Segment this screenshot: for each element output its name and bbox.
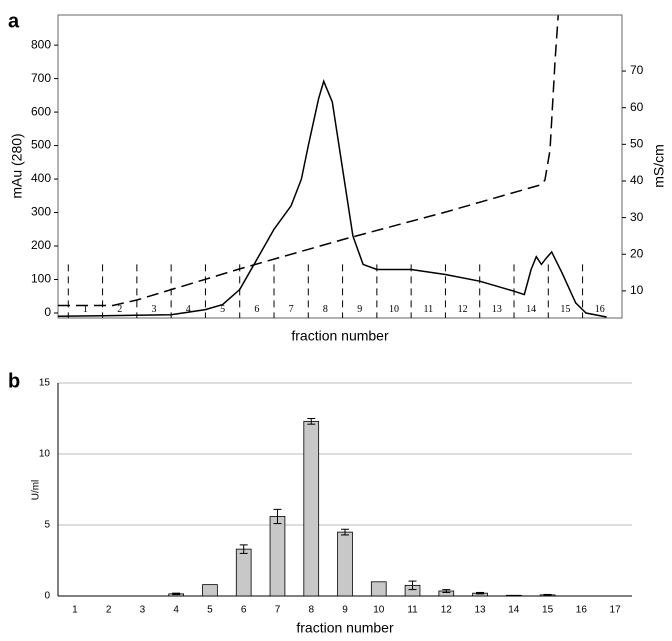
x-tick-label: 17 <box>610 605 622 616</box>
y-tick-label: 600 <box>31 104 51 118</box>
error-bar <box>239 544 248 554</box>
bar <box>303 420 320 597</box>
x-tick-label: 7 <box>275 605 281 616</box>
y-tick-label: 0 <box>44 305 51 319</box>
x-tick-label: 11 <box>407 605 418 616</box>
bar <box>505 594 522 597</box>
y-tick-label: 10 <box>39 449 51 460</box>
fraction-label: 5 <box>220 304 225 315</box>
fraction-label: 7 <box>289 304 294 315</box>
x-tick-label: 12 <box>441 605 453 616</box>
y2-axis-label: mS/cm <box>651 144 667 188</box>
x-tick-label: 2 <box>106 605 112 616</box>
plot-area <box>58 15 607 318</box>
fraction-label: 13 <box>492 304 502 315</box>
fraction-label: 2 <box>117 304 122 315</box>
fraction-label: 8 <box>323 304 328 315</box>
y-tick-label: 200 <box>31 238 51 252</box>
fraction-label: 4 <box>186 304 191 315</box>
data-line <box>58 15 559 307</box>
y-tick-label: 500 <box>31 138 51 152</box>
x-tick-label: 1 <box>72 605 78 616</box>
data-line <box>58 79 607 318</box>
y-axis-label: U/ml <box>31 480 42 501</box>
x-tick-label: 14 <box>508 605 520 616</box>
y2-tick-label: 10 <box>630 283 644 297</box>
x-tick-label: 10 <box>373 605 385 616</box>
bar <box>269 516 286 597</box>
y-tick-label: 700 <box>31 71 51 85</box>
bar <box>337 531 353 597</box>
x-tick-label: 15 <box>542 605 554 616</box>
y-axis-label: mAu (280) <box>9 133 25 198</box>
y2-tick-label: 70 <box>630 63 644 77</box>
y2-tick-label: 20 <box>630 246 644 260</box>
fraction-label: 9 <box>357 304 362 315</box>
x-tick-label: 13 <box>474 605 486 616</box>
error-bar <box>543 593 552 596</box>
bar <box>370 581 387 597</box>
x-axis-label: fraction number <box>291 328 389 344</box>
x-tick-label: 3 <box>140 605 146 616</box>
plot-frame <box>57 14 623 319</box>
panel-label: b <box>8 370 20 392</box>
y2-tick-label: 30 <box>630 210 644 224</box>
error-bar <box>408 580 417 591</box>
y2-tick-label: 40 <box>630 173 644 187</box>
y-tick-label: 100 <box>31 272 51 286</box>
bar <box>235 548 252 597</box>
bar <box>202 584 218 597</box>
x-tick-label: 9 <box>342 605 348 616</box>
y-tick-label: 300 <box>31 205 51 219</box>
fraction-label: 6 <box>254 304 259 315</box>
fraction-label: 15 <box>560 304 570 315</box>
error-bar <box>307 418 316 425</box>
fraction-label: 11 <box>423 304 433 315</box>
error-bar <box>273 508 282 525</box>
y-tick-label: 400 <box>31 171 51 185</box>
error-bar <box>476 591 485 595</box>
fraction-label: 3 <box>152 304 157 315</box>
fraction-label: 1 <box>83 304 88 315</box>
x-tick-label: 4 <box>173 605 179 616</box>
y-tick-label: 15 <box>39 378 51 389</box>
x-tick-label: 16 <box>576 605 588 616</box>
error-bar <box>341 528 349 536</box>
x-axis-label: fraction number <box>296 620 394 636</box>
panel-label: a <box>8 10 20 32</box>
x-tick-label: 5 <box>207 605 213 616</box>
y2-tick-label: 60 <box>630 100 644 114</box>
error-bar <box>442 589 451 593</box>
y-tick-label: 0 <box>44 591 50 602</box>
y-tick-label: 800 <box>31 37 51 51</box>
y-tick-label: 5 <box>44 520 50 531</box>
x-tick-label: 8 <box>308 605 314 616</box>
y2-tick-label: 50 <box>630 137 644 151</box>
fraction-label: 14 <box>526 304 536 315</box>
fraction-label: 16 <box>595 304 605 315</box>
error-bar <box>172 592 181 596</box>
fraction-label: 10 <box>389 304 399 315</box>
fraction-label: 12 <box>458 304 468 315</box>
x-tick-label: 6 <box>241 605 247 616</box>
